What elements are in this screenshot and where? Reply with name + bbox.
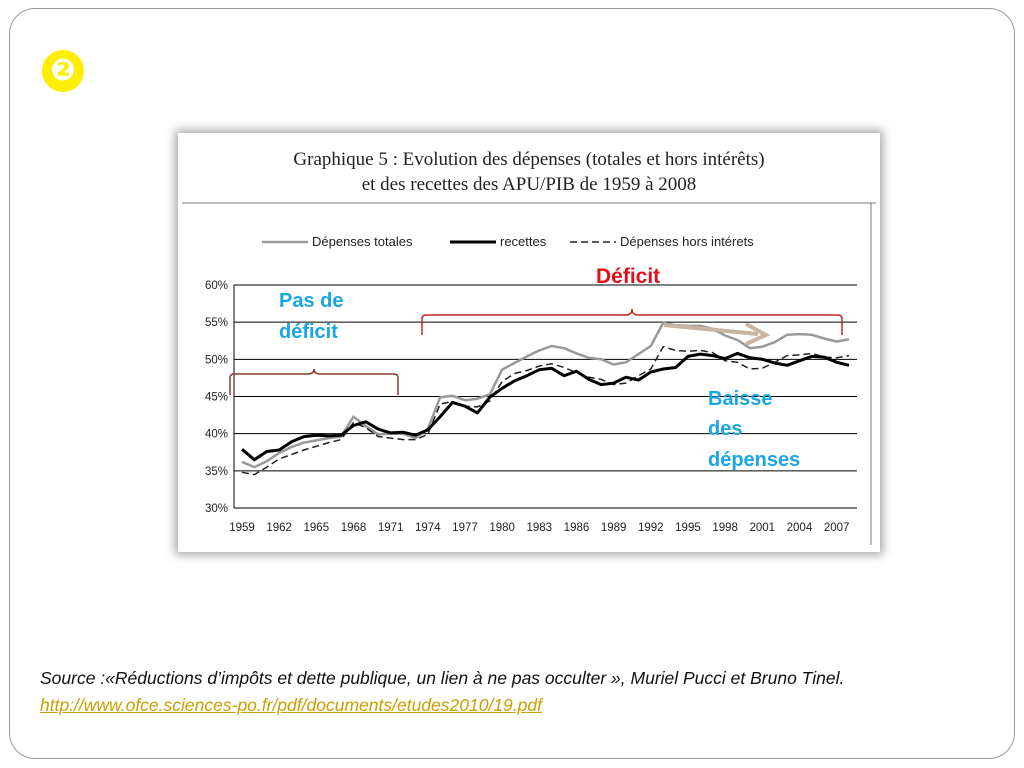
pas-de-deficit-label-line1: Pas de — [279, 290, 343, 312]
source-citation: Source :«Réductions d’impôts et dette pu… — [40, 665, 990, 719]
x-tick-label: 1998 — [712, 522, 738, 534]
x-tick-label: 1995 — [675, 522, 701, 534]
x-tick-label: 1983 — [527, 522, 553, 534]
chart-title-line-2: et des recettes des APU/PIB de 1959 à 20… — [361, 174, 697, 195]
chart-legend: Dépenses totales recettes Dépenses hors … — [262, 234, 754, 249]
pas-de-deficit-bracket — [229, 368, 399, 395]
y-tick-label: 30% — [205, 503, 228, 515]
legend-label-recettes: recettes — [500, 234, 547, 249]
x-tick-label: 1965 — [304, 522, 330, 534]
baisse-label-line3: dépenses — [708, 449, 800, 471]
source-link[interactable]: http://www.ofce.sciences-po.fr/pdf/docum… — [40, 695, 542, 715]
chart-card: Graphique 5 : Evolution des dépenses (to… — [178, 133, 880, 552]
x-tick-label: 1968 — [341, 522, 367, 534]
x-tick-label: 1974 — [415, 522, 441, 534]
baisse-label-line2: des — [708, 418, 742, 440]
y-tick-label: 55% — [205, 317, 228, 329]
legend-label-depenses-totales: Dépenses totales — [312, 234, 413, 249]
trend-arrow — [663, 323, 759, 336]
deficit-label: Déficit — [596, 265, 660, 288]
legend-label-depenses-hors-interets: Dépenses hors intérets — [620, 234, 754, 249]
x-tick-label: 1977 — [452, 522, 478, 534]
baisse-label-line1: Baisse — [708, 388, 773, 410]
series-line-2 — [241, 345, 850, 476]
chart-title: Graphique 5 : Evolution des dépenses (to… — [186, 147, 872, 197]
series-line-1 — [241, 351, 850, 462]
number-two-icon: ❷ — [42, 50, 84, 92]
deficit-bracket — [421, 308, 843, 335]
x-tick-label: 2004 — [787, 522, 813, 534]
source-text: Source :«Réductions d’impôts et dette pu… — [40, 668, 845, 688]
line-chart: Dépenses totales recettes Dépenses hors … — [182, 202, 876, 545]
x-tick-label: 1980 — [489, 522, 515, 534]
pas-de-deficit-label-line2: déficit — [279, 321, 338, 343]
x-tick-label: 1971 — [378, 522, 404, 534]
trend-arrow-head — [745, 322, 771, 346]
y-tick-label: 40% — [205, 429, 228, 441]
y-tick-label: 60% — [205, 280, 228, 292]
chart-title-line-1: Graphique 5 : Evolution des dépenses (to… — [293, 149, 765, 170]
x-tick-label: 1986 — [564, 522, 590, 534]
y-tick-label: 45% — [205, 392, 228, 404]
x-tick-label: 1992 — [638, 522, 664, 534]
x-tick-label: 1989 — [601, 522, 627, 534]
x-tick-label: 1962 — [266, 522, 292, 534]
y-tick-label: 35% — [205, 466, 228, 478]
x-tick-label: 2007 — [824, 522, 850, 534]
y-tick-label: 50% — [205, 354, 228, 366]
x-tick-label: 2001 — [749, 522, 775, 534]
x-tick-label: 1959 — [229, 522, 255, 534]
